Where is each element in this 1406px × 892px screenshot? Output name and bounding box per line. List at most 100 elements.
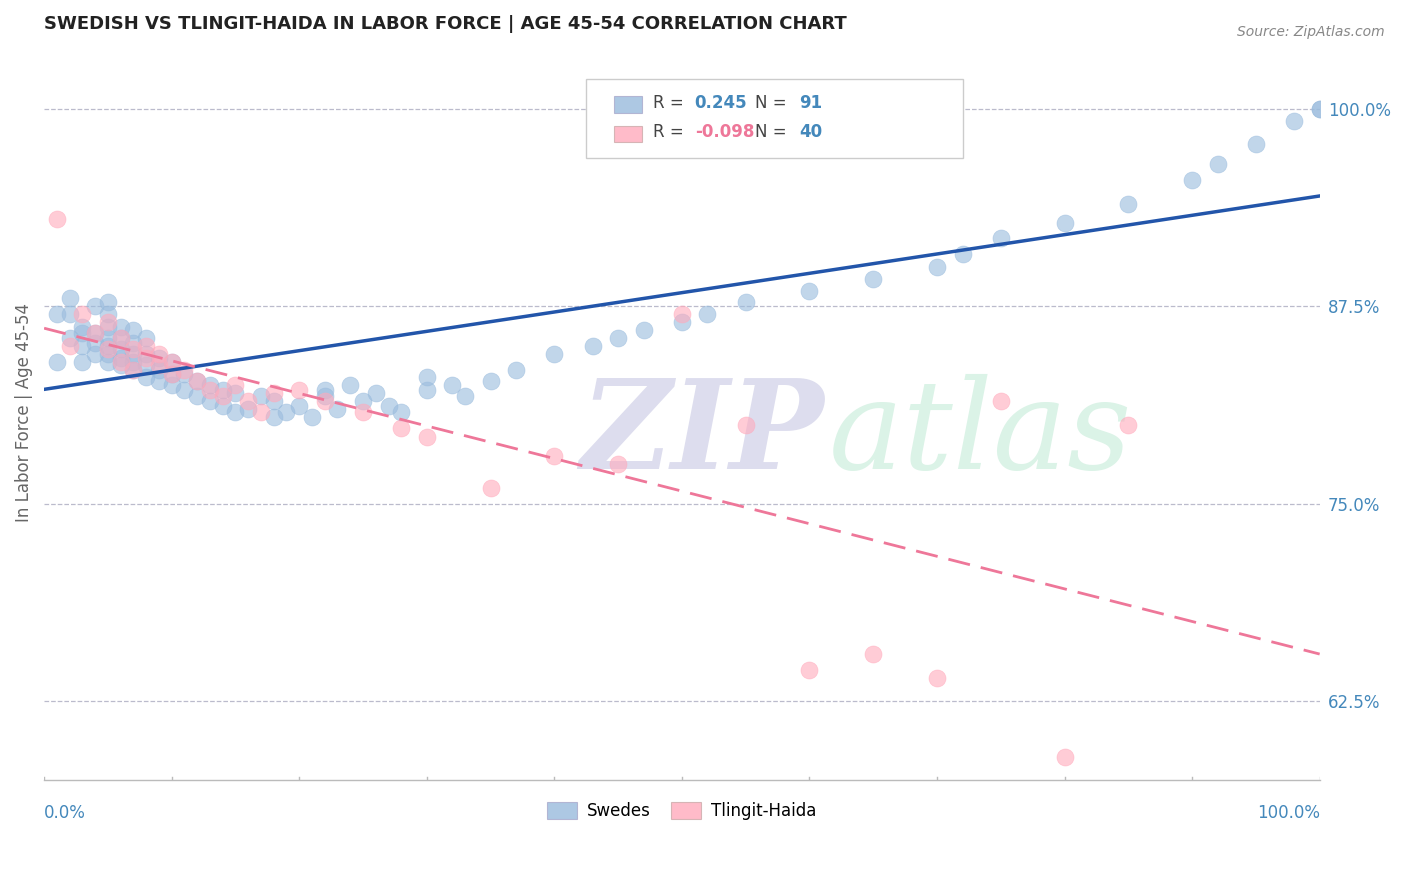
Point [607,331,630,345]
Point [198,378,221,392]
Point [352,405,374,419]
Point [59,331,82,345]
Point [416,383,439,397]
Point [122,342,145,356]
Point [389,405,412,419]
Point [135,358,157,372]
Point [110,358,132,372]
Point [238,402,260,417]
Point [110,331,132,345]
Point [148,362,170,376]
Point [211,389,233,403]
Point [862,647,884,661]
Point [925,671,948,685]
Point [925,260,948,274]
Point [1309,102,1331,116]
Text: ZIP: ZIP [579,375,824,496]
Point [160,368,183,382]
Point [441,378,464,392]
Point [84,347,107,361]
Point [314,383,336,397]
Point [416,370,439,384]
Point [45,212,67,227]
Point [224,386,246,401]
Point [72,307,94,321]
Point [607,458,630,472]
Point [110,351,132,366]
Point [148,351,170,366]
Point [135,331,157,345]
Point [110,331,132,345]
Point [696,307,718,321]
Point [224,405,246,419]
Point [135,370,157,384]
Point [211,383,233,397]
Point [84,326,107,341]
Text: R =: R = [652,94,689,112]
Point [173,383,195,397]
Text: 0.0%: 0.0% [44,804,86,822]
Point [1309,102,1331,116]
Point [224,378,246,392]
Point [671,315,693,329]
Point [160,378,183,392]
Point [288,383,311,397]
Point [122,362,145,376]
Point [110,354,132,368]
Point [990,231,1012,245]
Point [160,354,183,368]
Text: 91: 91 [799,94,823,112]
Text: R =: R = [652,123,689,141]
Point [799,663,821,677]
Point [97,342,120,356]
Point [377,399,399,413]
Point [990,394,1012,409]
Point [671,307,693,321]
Point [135,347,157,361]
Point [952,247,974,261]
Point [72,339,94,353]
Point [479,374,502,388]
Point [1206,157,1229,171]
Point [543,450,565,464]
Point [72,354,94,368]
Point [301,409,323,424]
Point [122,335,145,350]
Point [97,347,120,361]
Point [122,347,145,361]
Point [505,362,527,376]
Point [734,417,756,432]
Point [97,315,120,329]
Point [339,378,361,392]
Point [799,284,821,298]
Y-axis label: In Labor Force | Age 45-54: In Labor Force | Age 45-54 [15,303,32,523]
Point [1282,114,1305,128]
Point [862,272,884,286]
Point [97,294,120,309]
Point [198,383,221,397]
Point [122,323,145,337]
Point [250,389,273,403]
Point [148,347,170,361]
Point [135,351,157,366]
Point [186,374,208,388]
Point [1118,196,1140,211]
Point [97,319,120,334]
Text: SWEDISH VS TLINGIT-HAIDA IN LABOR FORCE | AGE 45-54 CORRELATION CHART: SWEDISH VS TLINGIT-HAIDA IN LABOR FORCE … [44,15,846,33]
Point [734,294,756,309]
Point [288,399,311,413]
Point [211,399,233,413]
Text: Source: ZipAtlas.com: Source: ZipAtlas.com [1237,25,1385,39]
Point [110,342,132,356]
Point [84,335,107,350]
Text: 40: 40 [799,123,823,141]
Point [148,374,170,388]
Point [97,307,120,321]
Point [72,319,94,334]
Text: N =: N = [755,94,792,112]
Point [45,354,67,368]
Point [59,292,82,306]
Point [84,326,107,341]
Point [148,358,170,372]
Point [97,339,120,353]
